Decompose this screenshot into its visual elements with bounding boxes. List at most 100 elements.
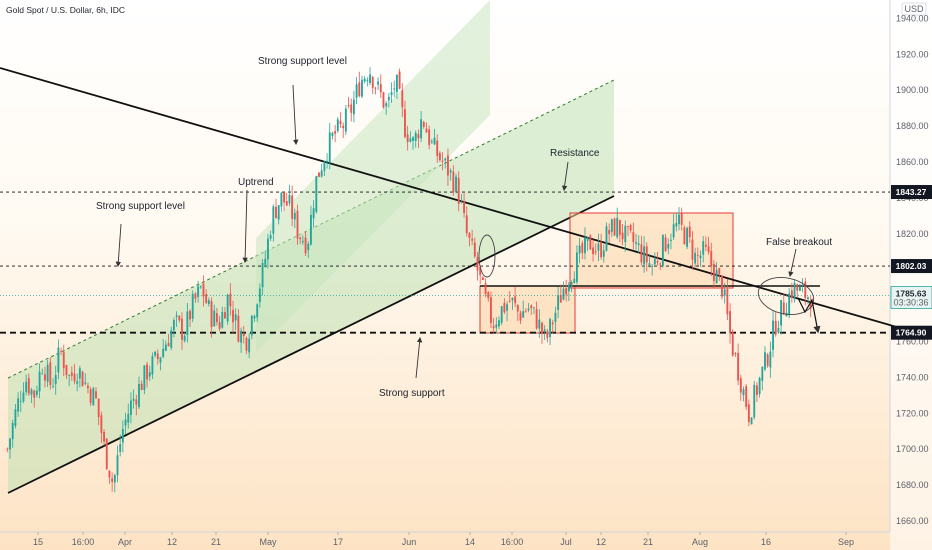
x-tick-label: 21 xyxy=(643,537,653,547)
candle-body xyxy=(288,194,291,204)
candle-body xyxy=(597,243,600,251)
candle-body xyxy=(656,261,659,263)
candle-body xyxy=(240,330,243,343)
last-price-badge xyxy=(890,286,932,309)
candle-body xyxy=(60,350,63,352)
candle-body xyxy=(417,134,420,139)
candle-body xyxy=(350,104,353,113)
candle-body xyxy=(54,374,57,385)
candle-body xyxy=(780,300,783,326)
candle-body xyxy=(484,283,487,294)
candle-body xyxy=(659,263,662,265)
candle-body xyxy=(648,263,651,266)
candle-body xyxy=(758,377,761,394)
candle-body xyxy=(575,252,578,283)
candle-body xyxy=(745,386,748,407)
candle-body xyxy=(189,310,191,320)
candle-body xyxy=(100,415,103,433)
candle-body xyxy=(33,390,36,398)
annotation-strong-support-level-top: Strong support level xyxy=(258,56,347,67)
x-tick-label: 17 xyxy=(333,537,343,547)
candle-body xyxy=(788,293,791,316)
candle-body xyxy=(382,92,385,108)
candle-body xyxy=(769,351,772,368)
candle-body xyxy=(624,225,627,243)
candle-body xyxy=(608,229,611,235)
candle-body xyxy=(616,217,619,238)
candle-body xyxy=(573,278,576,284)
candle-body xyxy=(790,290,793,298)
candle-body xyxy=(444,158,447,161)
candle-body xyxy=(737,352,740,381)
candle-body xyxy=(678,214,680,225)
candle-body xyxy=(361,79,363,97)
candle-body xyxy=(629,225,632,231)
candle-body xyxy=(253,316,256,319)
candle-body xyxy=(498,320,500,327)
x-tick-label: Jul xyxy=(560,537,572,547)
candle-body xyxy=(156,353,159,360)
candle-body xyxy=(809,300,812,309)
candle-body xyxy=(471,238,474,241)
candle-body xyxy=(753,384,756,418)
candle-body xyxy=(92,388,95,406)
candle-body xyxy=(245,337,248,351)
candle-body xyxy=(89,389,92,403)
candle-body xyxy=(801,284,804,286)
annotation-arrow xyxy=(115,223,122,268)
candle-body xyxy=(559,295,562,303)
candle-body xyxy=(425,128,428,133)
candle-body xyxy=(242,333,245,336)
candle-body xyxy=(393,88,396,90)
candle-body xyxy=(283,192,286,203)
candle-body xyxy=(304,237,307,254)
candle-body xyxy=(352,99,355,115)
annotation-resistance: Resistance xyxy=(550,148,600,159)
candle-body xyxy=(68,375,71,377)
candle-body xyxy=(25,381,28,393)
candle-body xyxy=(148,372,151,377)
candle-body xyxy=(331,133,334,136)
candle-body xyxy=(465,215,468,234)
candle-body xyxy=(438,153,441,161)
candle-body xyxy=(530,305,533,309)
candle-body xyxy=(339,120,342,125)
x-tick-label: Apr xyxy=(118,537,132,547)
candle-body xyxy=(62,352,65,369)
candle-body xyxy=(213,310,216,327)
annotation-arrow xyxy=(788,248,797,278)
candle-body xyxy=(35,390,38,395)
candle-body xyxy=(57,347,60,373)
candle-body xyxy=(9,438,11,450)
candle-body xyxy=(320,170,323,177)
candle-body xyxy=(718,268,721,274)
candle-body xyxy=(38,371,41,392)
candle-body xyxy=(398,71,401,89)
candle-body xyxy=(323,161,326,171)
candle-body xyxy=(379,84,382,93)
y-tick-label: 1880.00 xyxy=(896,121,929,131)
candle-body xyxy=(232,309,234,323)
price-level-badge-label: 1802.03 xyxy=(896,261,927,271)
candle-body xyxy=(586,237,589,241)
y-tick-label: 1920.00 xyxy=(896,49,929,59)
candle-body xyxy=(181,318,183,340)
candle-body xyxy=(715,269,718,284)
candle-body xyxy=(476,257,479,271)
candle-body xyxy=(479,267,482,276)
candle-body xyxy=(637,243,640,246)
candle-body xyxy=(691,239,694,260)
candle-body xyxy=(167,343,170,347)
candle-body xyxy=(653,258,656,265)
candle-body xyxy=(796,284,799,291)
candle-body xyxy=(578,245,581,254)
candle-body xyxy=(406,134,409,142)
candle-body xyxy=(570,282,573,287)
price-level-badge xyxy=(891,325,932,340)
candle-body xyxy=(197,286,200,297)
candle-body xyxy=(127,414,130,423)
candle-body xyxy=(605,226,608,251)
candle-body xyxy=(301,241,304,243)
candle-body xyxy=(116,455,119,476)
candle-body xyxy=(414,132,417,141)
